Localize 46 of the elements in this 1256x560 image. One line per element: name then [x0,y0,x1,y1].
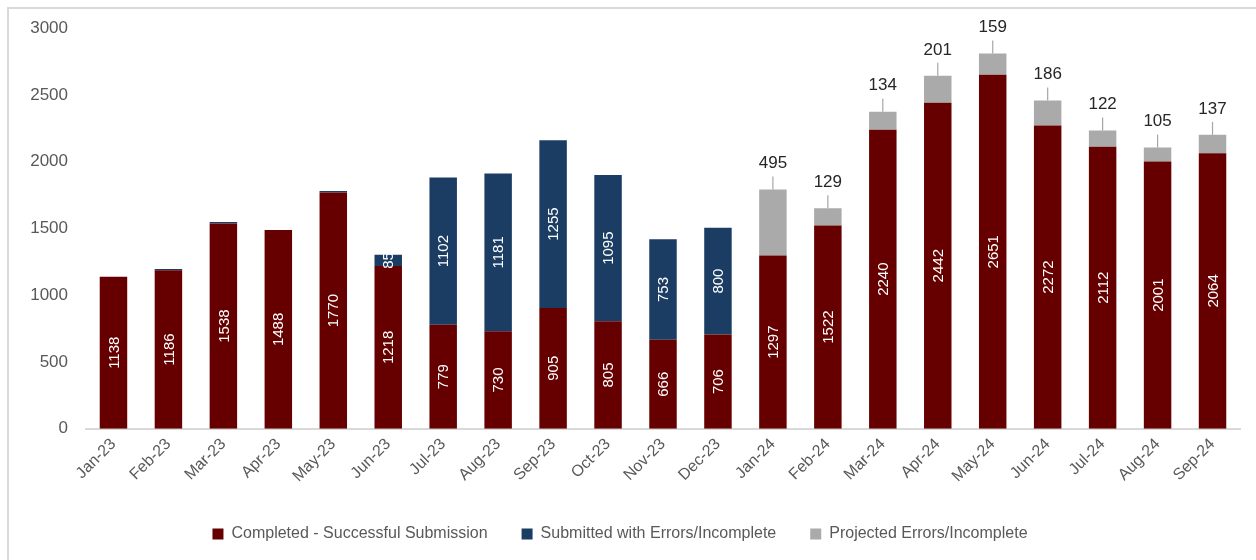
data-label: 137 [1198,98,1227,118]
data-label: 1138 [104,336,122,369]
y-tick-label: 2500 [30,84,68,104]
data-label: 1218 [379,330,397,365]
legend-label: Submitted with Errors/Incomplete [540,524,777,542]
data-label: 1102 [434,235,452,268]
data-label: 201 [923,39,952,59]
data-label: 753 [654,277,672,303]
data-label: 1488 [269,312,287,347]
data-label: 905 [544,355,562,381]
data-label: 1255 [544,207,562,241]
data-label: 1186 [159,333,177,366]
legend-label: Projected Errors/Incomplete [829,524,1028,542]
data-label: 1522 [819,310,836,344]
data-label: 730 [489,367,507,393]
data-label: 2001 [1148,278,1166,312]
y-tick-label: 1000 [30,284,68,304]
data-label: 706 [709,369,727,395]
data-label: 2272 [1038,260,1056,294]
data-label: 134 [868,75,897,95]
data-label: 800 [709,268,727,294]
data-label: 129 [813,171,843,191]
y-tick-label: 500 [39,351,68,371]
data-label: 1095 [599,231,617,265]
y-tick-label: 3000 [30,17,68,37]
data-label: 666 [654,371,672,397]
data-label: 1770 [324,293,342,328]
data-label: 2651 [983,235,1001,269]
data-label: 495 [758,153,788,173]
data-label: 2240 [873,262,891,296]
data-label: 805 [599,362,617,388]
data-label: 122 [1088,94,1117,114]
data-label: 1297 [764,325,782,359]
data-label: 105 [1143,111,1172,131]
y-tick-label: 1500 [30,218,68,238]
data-label: 779 [434,364,452,390]
data-label: 159 [978,17,1007,37]
y-tick-label: 2000 [30,151,68,171]
legend-label: Completed - Successful Submission [231,524,488,542]
data-label: 1538 [214,309,232,343]
data-label: 186 [1033,64,1062,84]
data-label: 2442 [928,249,946,283]
data-label: 1181 [489,236,507,269]
y-tick-label: 0 [58,418,68,438]
data-label: 2064 [1203,274,1221,308]
data-label: 2112 [1093,271,1111,304]
